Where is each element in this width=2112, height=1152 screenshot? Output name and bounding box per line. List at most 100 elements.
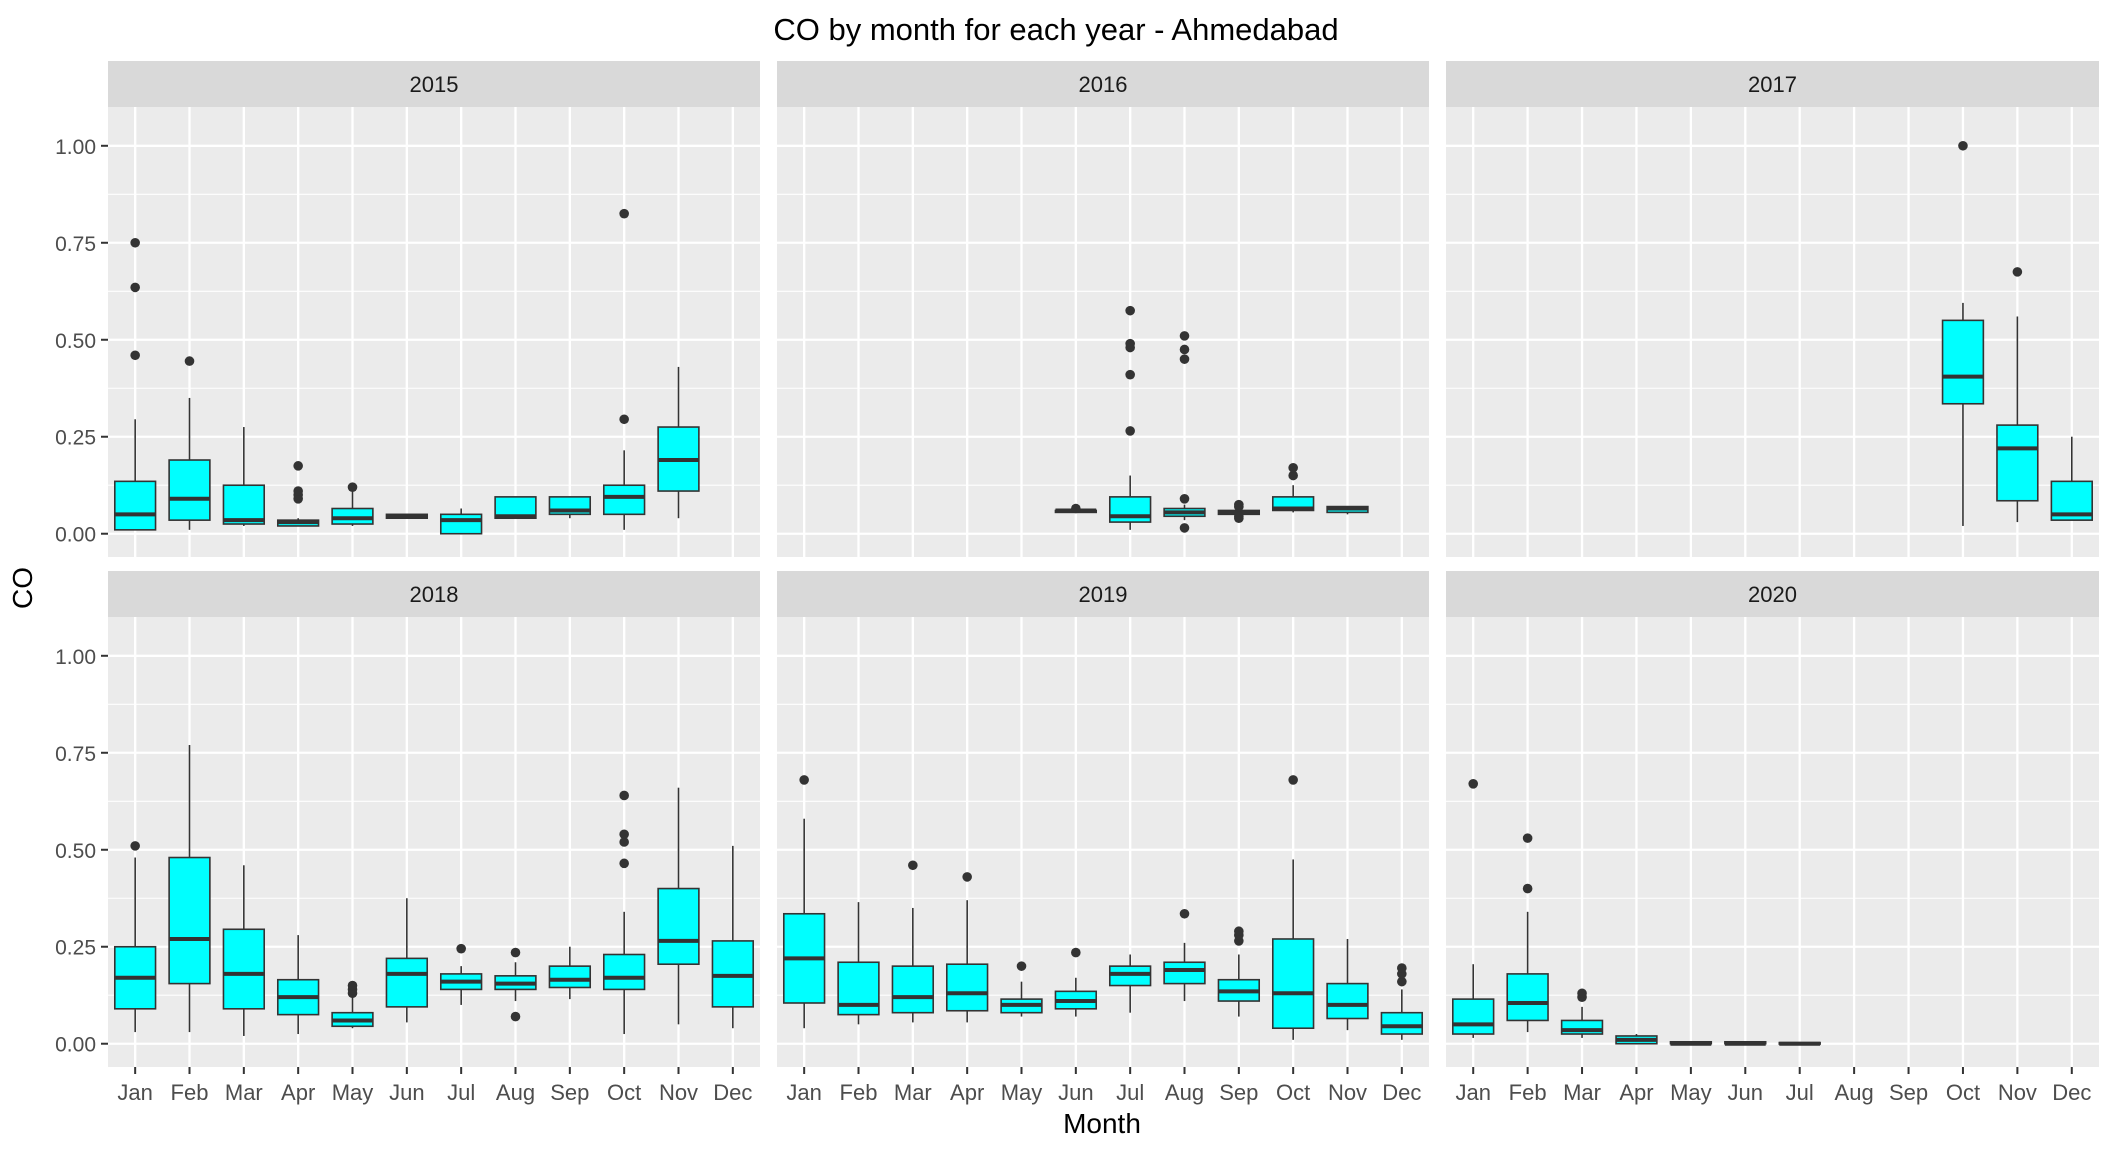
outlier-point [1288, 470, 1298, 481]
box-2015-Feb [168, 356, 211, 530]
x-tick-label: May [1670, 1080, 1712, 1105]
facet-strip-label: 2020 [1748, 582, 1797, 607]
box-2019-Apr [945, 872, 989, 1023]
y-tick-label: 0.50 [55, 840, 96, 863]
x-tick-label: Apr [281, 1080, 315, 1105]
box-iqr [602, 484, 646, 516]
outlier-point [456, 943, 466, 954]
outlier-point [1577, 988, 1587, 999]
outlier-point [619, 858, 629, 869]
x-tick-label: Jul [447, 1080, 475, 1105]
box-iqr [945, 963, 989, 1012]
outlier-point [293, 486, 303, 496]
outlier-point [1522, 833, 1533, 843]
panel-background [108, 617, 760, 1067]
x-tick-label: Dec [2052, 1080, 2091, 1105]
x-tick-label: Dec [1382, 1080, 1421, 1105]
box-iqr [113, 480, 157, 531]
outlier-point [1125, 305, 1135, 316]
box-2015-Aug [494, 496, 537, 520]
x-tick-label: Nov [1998, 1080, 2037, 1105]
box-2015-Jul [439, 508, 483, 535]
x-tick-label: Feb [1509, 1080, 1547, 1105]
x-tick-label: Feb [171, 1080, 209, 1105]
facet-strip [108, 571, 760, 617]
box-2019-Nov [1326, 938, 1369, 1031]
outlier-point [1288, 775, 1298, 785]
x-tick-label: Apr [1619, 1080, 1653, 1105]
box-iqr [385, 957, 429, 1008]
x-tick-label: Apr [950, 1080, 984, 1105]
outlier-point [962, 872, 972, 882]
box-iqr [1506, 973, 1549, 1022]
box-2015-Nov [657, 366, 700, 519]
facet-strip [108, 61, 760, 107]
facet-strip [777, 61, 1429, 107]
box-2016-Jul [1108, 305, 1152, 530]
box-2017-Oct [1941, 140, 1985, 526]
facet-strip [1446, 61, 2099, 107]
x-tick-label: Oct [1946, 1080, 1980, 1105]
box-2018-Dec [711, 845, 755, 1029]
outlier-point [1125, 338, 1135, 349]
outlier-point [1016, 961, 1027, 971]
outlier-point [1179, 494, 1190, 504]
outlier-point [1234, 499, 1244, 510]
y-tick-label: 0.25 [55, 427, 96, 450]
facet-strip [777, 571, 1429, 617]
chart-title: CO by month for each year - Ahmedabad [773, 12, 1338, 47]
box-2018-Mar [222, 865, 266, 1036]
facet-panel-2018: 2018 0.00 0.25 0.50 0.75 1.00 Jan Feb Mar Apr May J… [55, 571, 760, 1105]
box-2018-May [331, 980, 374, 1029]
box-2019-Sep [1217, 926, 1261, 1017]
facet-panel-2017: 2017 [1446, 61, 2099, 557]
box-2015-Sep [548, 496, 592, 519]
x-tick-label: Nov [659, 1080, 698, 1105]
box-2020-Feb [1506, 833, 1549, 1033]
panel-background [1446, 107, 2099, 557]
outlier-point [1179, 354, 1190, 364]
x-tick-label: Jun [1058, 1080, 1093, 1105]
x-tick-label: Mar [225, 1080, 263, 1105]
box-iqr [1271, 938, 1315, 1030]
facet-panels: 2015 0.00 0.25 0.50 0.75 1.00 2016 2017 2018 0.00… [55, 61, 2099, 1105]
box-2016-Oct [1271, 462, 1315, 513]
panel-background [777, 617, 1429, 1067]
outlier-point [184, 356, 195, 366]
box-iqr [1380, 1011, 1424, 1035]
x-tick-label: Dec [713, 1080, 752, 1105]
box-iqr [548, 965, 592, 989]
facet-strip-label: 2016 [1079, 72, 1128, 97]
x-tick-label: May [332, 1080, 374, 1105]
facet-panel-2020: 2020 Jan Feb Mar Apr May Jun Jul Aug Sep Oct Nov Dec [1446, 571, 2099, 1105]
box-iqr [222, 484, 266, 525]
box-2019-Dec [1380, 963, 1424, 1040]
box-2020-May [1669, 1040, 1713, 1046]
box-2018-Feb [168, 745, 211, 1033]
box-iqr [891, 965, 935, 1014]
y-axis-label: CO [7, 567, 38, 609]
box-2015-Apr [276, 461, 320, 527]
outlier-point [1522, 883, 1533, 894]
box-2018-Jan [113, 841, 157, 1033]
outlier-point [1179, 331, 1190, 341]
box-2018-Jun [385, 898, 429, 1023]
box-2020-Jun [1724, 1040, 1767, 1046]
facet-panel-2016: 2016 [777, 61, 1429, 557]
box-iqr [657, 887, 700, 965]
x-tick-label: Jun [1728, 1080, 1763, 1105]
y-tick-label: 0.25 [55, 937, 96, 960]
x-tick-label: Oct [1276, 1080, 1310, 1105]
facet-panel-2019: 2019 Jan Feb Mar Apr May Jun Jul Aug Sep Oct Nov Dec [777, 571, 1429, 1105]
box-2018-Nov [657, 787, 700, 1025]
outlier-point [619, 837, 629, 847]
box-iqr [602, 953, 646, 991]
x-tick-label: Jun [389, 1080, 424, 1105]
box-2018-Apr [276, 935, 320, 1035]
box-2020-Apr [1615, 1034, 1658, 1045]
box-2019-May [1000, 961, 1043, 1017]
y-tick-label: 0.00 [55, 524, 96, 547]
outlier-point [130, 350, 140, 361]
box-2020-Mar [1560, 988, 1604, 1038]
y-tick-label: 0.00 [55, 1034, 96, 1057]
